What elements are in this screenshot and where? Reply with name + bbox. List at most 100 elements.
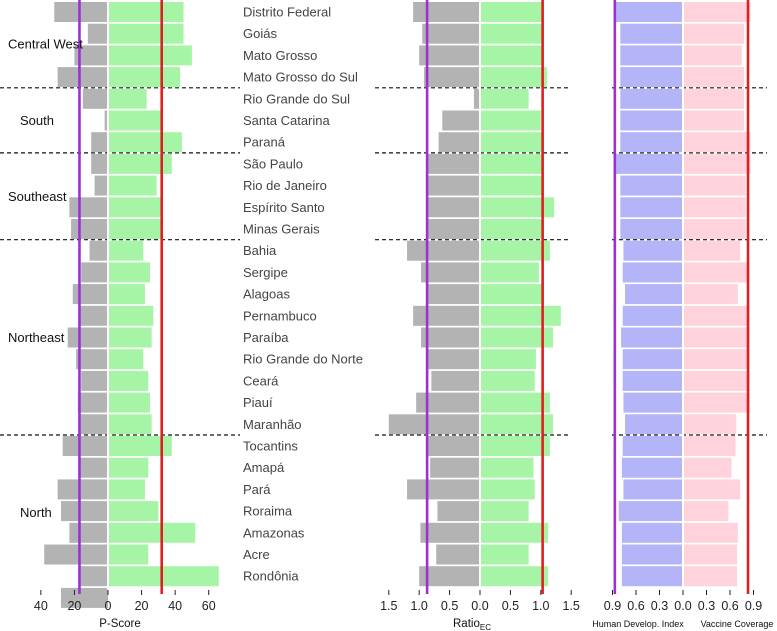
hdi-vaccine-bar-right-para xyxy=(683,479,741,500)
hdi-vaccine-bar-left-mato-grosso-do-sul xyxy=(620,67,683,88)
p-score-bar-left-mato-grosso-do-sul xyxy=(57,67,108,88)
p-score-bar-right-rio-grande-do-norte xyxy=(108,349,144,370)
ratio-ec-bar-right-minas-gerais xyxy=(480,219,543,239)
p-score-tick-label: 0 xyxy=(105,599,112,613)
state-label-mato-grosso-do-sul: Mato Grosso do Sul xyxy=(243,70,358,85)
p-score-bar-right-sergipe xyxy=(108,262,150,283)
p-score-bar-right-rio-grande-do-sul xyxy=(108,88,147,109)
ratio-ec-bar-right-bahia xyxy=(480,240,550,261)
hdi-vaccine-bar-right-amapa xyxy=(683,457,732,478)
p-score-bar-left-mato-grosso xyxy=(74,45,108,66)
ratio-ec-panel xyxy=(388,0,561,594)
hdi-vaccine-bar-left-paraiba xyxy=(621,327,683,348)
ratio-ec-bar-right-rio-grande-do-sul xyxy=(480,88,529,109)
state-label-goias: Goiás xyxy=(243,26,277,41)
p-score-tick-label: 20 xyxy=(67,599,81,613)
state-label-ceara: Ceará xyxy=(243,373,279,388)
p-score-bar-right-amapa xyxy=(108,457,149,478)
p-score-bar-right-sao-paulo xyxy=(108,153,172,174)
ratio-ec-bar-right-rio-grande-do-norte xyxy=(480,349,536,370)
hdi-vaccine-bar-right-espirito-santo xyxy=(683,197,746,218)
ratio-ec-bar-left-sergipe xyxy=(421,262,480,283)
ratio-ec-tick-label: 0.5 xyxy=(502,599,519,613)
state-label-distrito-federal: Distrito Federal xyxy=(243,5,331,20)
hdi-vaccine-bar-left-rondonia xyxy=(621,566,683,587)
hdi-vaccine-bar-right-distrito-federal xyxy=(683,2,751,22)
p-score-bar-left-parana xyxy=(91,132,108,153)
hdi-vaccine-bar-right-bahia xyxy=(683,240,741,261)
ratio-ec-bar-right-paraiba xyxy=(480,327,553,348)
p-score-bar-right-espirito-santo xyxy=(108,197,162,218)
ratio-ec-axis-title: RatioEC xyxy=(453,618,491,631)
p-score-bar-right-minas-gerais xyxy=(108,219,162,239)
hdi-vaccine-bar-right-maranhao xyxy=(683,414,737,435)
ratio-ec-bar-right-tocantins xyxy=(480,436,550,456)
hdi-vaccine-bar-left-bahia xyxy=(623,240,683,261)
ratio-ec-bar-right-rondonia xyxy=(480,566,549,587)
ratio-ec-bar-right-maranhao xyxy=(480,414,553,435)
p-score-bar-right-bahia xyxy=(108,240,144,261)
p-score-bar-right-roraima xyxy=(108,501,159,522)
hdi-vaccine-bar-left-amazonas xyxy=(621,522,683,543)
ratio-ec-bar-right-parana xyxy=(480,132,543,153)
p-score-bar-right-tocantins xyxy=(108,436,172,456)
state-label-tocantins: Tocantins xyxy=(243,439,298,454)
p-score-bar-left-espirito-santo xyxy=(69,197,108,218)
hdi-vaccine-tick-label: 0.6 xyxy=(721,599,738,613)
p-score-bar-left-amapa xyxy=(79,457,108,478)
hdi-vaccine-bar-right-paraiba xyxy=(683,327,748,348)
ratio-ec-bar-left-parana xyxy=(438,132,480,153)
hdi-vaccine-tick-label: 0.6 xyxy=(627,599,644,613)
ratio-ec-bar-left-ceara xyxy=(431,370,480,391)
state-label-rio-grande-do-norte: Rio Grande do Norte xyxy=(243,352,363,367)
ratio-ec-tick-label: 1.5 xyxy=(380,599,397,613)
hdi-vaccine-bar-right-goias xyxy=(683,23,745,44)
ratio-ec-bar-left-acre xyxy=(436,544,480,565)
p-score-tick-label: 60 xyxy=(202,599,216,613)
ratio-ec-bar-left-minas-gerais xyxy=(427,219,480,239)
hdi-vaccine-bar-left-sergipe xyxy=(622,262,683,283)
ratio-ec-tick-label: 1.5 xyxy=(563,599,580,613)
p-score-bar-right-rio-de-janeiro xyxy=(108,175,157,196)
hdi-vaccine-bar-left-ceara xyxy=(622,370,683,391)
state-label-pernambuco: Pernambuco xyxy=(243,308,317,323)
hdi-vaccine-bar-left-amapa xyxy=(621,457,683,478)
state-label-bahia: Bahia xyxy=(243,243,277,258)
ratio-ec-bar-left-amapa xyxy=(430,457,480,478)
region-label-south: South xyxy=(20,113,54,128)
hdi-vaccine-bar-left-sao-paulo xyxy=(614,153,683,174)
ratio-ec-bar-left-amazonas xyxy=(420,522,480,543)
state-label-alagoas: Alagoas xyxy=(243,287,290,302)
hdi-vaccine-bar-right-mato-grosso-do-sul xyxy=(683,67,745,88)
state-label-amazonas: Amazonas xyxy=(243,525,305,540)
p-score-bar-right-alagoas xyxy=(108,284,145,305)
ratio-ec-tick-label: 1.0 xyxy=(411,599,428,613)
hdi-vaccine-bar-left-mato-grosso xyxy=(620,45,683,66)
p-score-bar-left-sergipe xyxy=(81,262,108,283)
p-score-bar-left-minas-gerais xyxy=(71,219,108,239)
ratio-ec-bar-right-sao-paulo xyxy=(480,153,543,174)
p-score-bar-left-santa-catarina xyxy=(104,110,108,131)
p-score-bar-left-acre xyxy=(44,544,108,565)
region-separators xyxy=(0,87,767,436)
ratio-ec-bar-left-maranhao xyxy=(388,414,480,435)
p-score-bar-left-bahia xyxy=(89,240,108,261)
hdi-vaccine-tick-label: 0.9 xyxy=(604,599,621,613)
p-score-bar-left-pernambuco xyxy=(79,305,108,326)
p-score-bar-left-rio-grande-do-norte xyxy=(76,349,108,370)
hdi-axis-title: Human Develop. Index xyxy=(592,619,684,629)
hdi-vaccine-tick-label: 0.3 xyxy=(698,599,715,613)
state-label-roraima: Roraima xyxy=(243,504,293,519)
ratio-ec-bar-left-mato-grosso xyxy=(419,45,480,66)
ratio-ec-bar-left-bahia xyxy=(407,240,480,261)
p-score-bar-left-para xyxy=(57,479,108,500)
hdi-vaccine-bar-left-roraima xyxy=(618,501,683,522)
ratio-ec-bar-left-rio-grande-do-norte xyxy=(427,349,480,370)
state-label-piaui: Piauí xyxy=(243,395,273,410)
ratio-ec-bar-right-goias xyxy=(480,23,543,44)
p-score-bar-right-santa-catarina xyxy=(108,110,162,131)
hdi-vaccine-bar-left-maranhao xyxy=(625,414,683,435)
p-score-bar-left-alagoas xyxy=(72,284,108,305)
ratio-ec-bar-left-goias xyxy=(422,23,480,44)
